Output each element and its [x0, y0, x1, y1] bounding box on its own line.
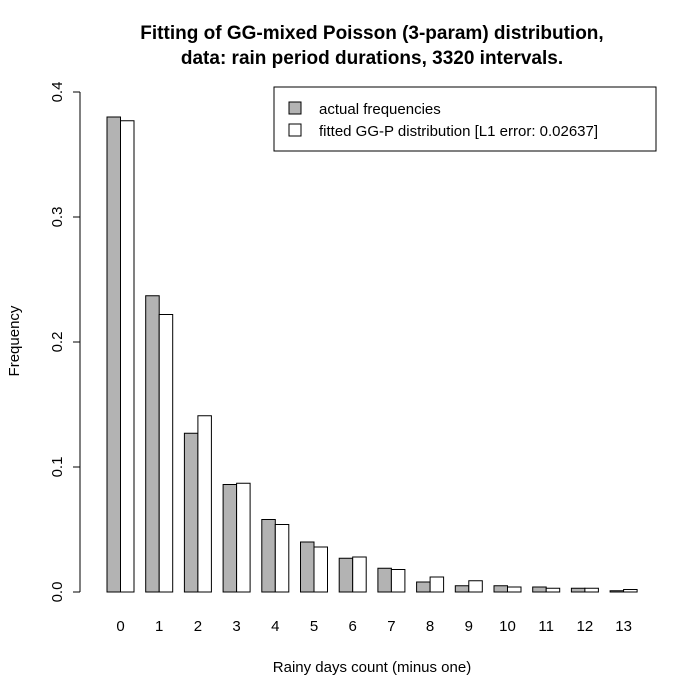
bar-actual: [106, 116, 121, 593]
x-axis-label: Rainy days count (minus one): [273, 659, 471, 676]
x-tick-label: 1: [155, 618, 163, 635]
bar-actual: [145, 295, 160, 593]
y-tick-label: 0.1: [49, 457, 66, 478]
bar-actual: [532, 586, 547, 593]
bar-fitted: [197, 415, 212, 593]
bar-actual: [416, 581, 431, 593]
bar-fitted: [623, 589, 638, 593]
legend-swatch-fitted: [288, 123, 302, 137]
y-tick-label: 0.4: [49, 82, 66, 103]
y-tick-label: 0.3: [49, 207, 66, 228]
bar-actual: [222, 484, 238, 593]
bar-actual: [609, 590, 625, 593]
x-tick-label: 0: [116, 618, 124, 635]
bar-actual: [183, 432, 199, 593]
bar-fitted: [584, 587, 599, 593]
bar-fitted: [468, 580, 483, 593]
x-tick-label: 8: [426, 618, 434, 635]
x-tick-label: 2: [194, 618, 202, 635]
bar-actual: [570, 587, 586, 593]
x-tick-label: 5: [310, 618, 318, 635]
bar-actual: [454, 585, 470, 593]
chart-title-line2: data: rain period durations, 3320 interv…: [181, 48, 563, 69]
y-tick-label: 0.0: [49, 582, 66, 603]
x-tick-label: 4: [271, 618, 279, 635]
bar-fitted: [545, 587, 561, 593]
bar-actual: [300, 541, 315, 593]
bar-fitted: [390, 569, 406, 593]
x-tick-label: 6: [349, 618, 357, 635]
bar-actual: [377, 567, 392, 593]
chart-title-line1: Fitting of GG-mixed Poisson (3-param) di…: [140, 23, 603, 44]
x-tick-label: 11: [538, 618, 554, 635]
legend: actual frequencies fitted GG-P distribut…: [273, 86, 657, 152]
bar-fitted: [158, 314, 174, 593]
bar-fitted: [507, 586, 522, 593]
y-tick-label: 0.2: [49, 332, 66, 353]
bar-fitted: [313, 546, 328, 593]
x-tick-label: 13: [615, 618, 632, 635]
legend-label-fitted: fitted GG-P distribution [L1 error: 0.02…: [319, 123, 598, 140]
bar-fitted: [120, 120, 135, 593]
y-axis: 0.0 0.1 0.2 0.3 0.4: [49, 82, 81, 603]
bar-actual: [261, 519, 276, 593]
legend-label-actual: actual frequencies: [319, 101, 441, 118]
x-tick-label: 10: [499, 618, 516, 635]
bar-fitted: [236, 482, 251, 593]
x-tick-label: 3: [232, 618, 240, 635]
legend-swatch-actual: [288, 101, 302, 115]
bar-actual: [338, 557, 354, 593]
x-tick-label: 9: [465, 618, 473, 635]
bar-actual: [493, 585, 508, 593]
bar-fitted: [352, 556, 367, 593]
x-tick-label: 12: [577, 618, 594, 635]
legend-box: [273, 86, 657, 152]
y-axis-label: Frequency: [6, 305, 23, 376]
bar-fitted: [274, 524, 290, 593]
bars: [106, 116, 638, 593]
bar-fitted: [429, 576, 445, 593]
x-tick-labels: 0 1 2 3 4 5 6 7 8 9 10 11 12 13: [116, 618, 632, 635]
x-tick-label: 7: [387, 618, 395, 635]
